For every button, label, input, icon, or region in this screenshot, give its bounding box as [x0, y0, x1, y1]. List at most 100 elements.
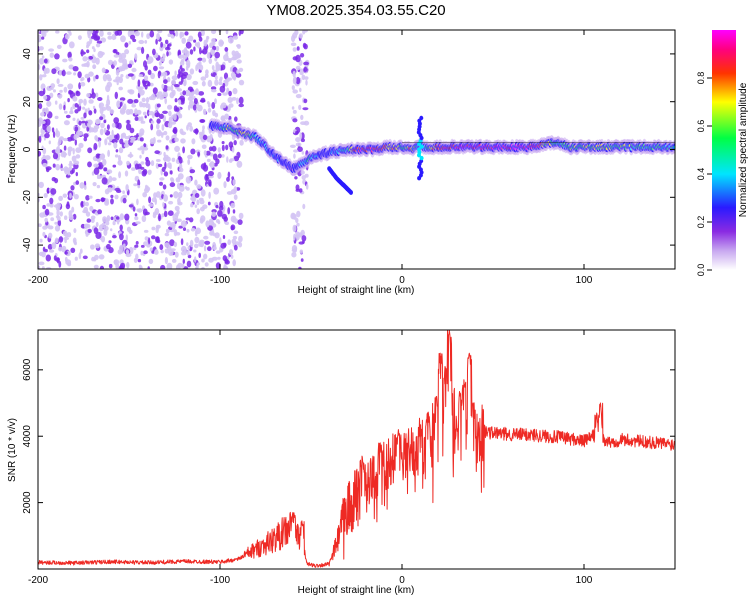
- noise-speckle: [91, 171, 95, 176]
- noise-speckle: [233, 155, 240, 162]
- noise-speckle: [178, 71, 184, 78]
- noise-speckle: [43, 58, 48, 64]
- noise-speckle: [186, 249, 190, 256]
- noise-speckle: [86, 93, 91, 98]
- noise-speckle: [111, 33, 116, 41]
- noise-speckle: [232, 235, 238, 240]
- noise-speckle: [136, 208, 140, 212]
- noise-speckle: [184, 89, 191, 97]
- noise-speckle: [208, 220, 214, 226]
- noise-speckle: [238, 235, 243, 243]
- noise-speckle: [184, 186, 188, 190]
- noise-speckle: [221, 154, 225, 158]
- noise-speckle: [294, 176, 298, 180]
- noise-speckle: [75, 130, 80, 138]
- noise-speckle: [149, 247, 154, 252]
- noise-speckle: [163, 151, 166, 157]
- noise-speckle: [292, 70, 296, 78]
- tail-blob: [349, 190, 353, 195]
- noise-speckle: [88, 55, 94, 60]
- noise-speckle: [63, 145, 67, 151]
- noise-speckle: [131, 104, 136, 108]
- noise-speckle: [42, 162, 48, 168]
- noise-speckle: [86, 44, 89, 49]
- noise-speckle: [102, 74, 108, 82]
- noise-speckle: [128, 108, 134, 115]
- noise-speckle: [131, 167, 136, 171]
- noise-speckle: [171, 75, 178, 81]
- noise-speckle: [300, 170, 305, 175]
- noise-speckle: [201, 258, 205, 263]
- noise-speckle: [210, 49, 214, 55]
- noise-speckle: [58, 70, 63, 76]
- noise-speckle: [200, 206, 205, 212]
- noise-speckle: [194, 256, 197, 263]
- noise-speckle: [67, 83, 74, 90]
- noise-speckle: [169, 182, 176, 188]
- noise-speckle: [78, 120, 82, 126]
- noise-speckle: [99, 30, 104, 37]
- noise-speckle: [40, 112, 45, 117]
- noise-speckle: [230, 189, 237, 195]
- noise-speckle: [118, 86, 123, 91]
- noise-speckle: [165, 39, 169, 45]
- noise-speckle: [44, 132, 50, 139]
- noise-speckle: [72, 213, 77, 220]
- noise-speckle: [44, 217, 48, 223]
- noise-speckle: [99, 107, 104, 115]
- noise-speckle: [196, 184, 202, 189]
- noise-speckle: [164, 97, 167, 105]
- noise-speckle: [38, 58, 45, 65]
- noise-speckle: [58, 195, 63, 201]
- noise-speckle: [291, 106, 295, 110]
- noise-speckle: [167, 121, 173, 129]
- noise-speckle: [83, 200, 86, 207]
- noise-speckle: [77, 35, 82, 40]
- noise-speckle: [201, 80, 206, 87]
- noise-speckle: [195, 64, 198, 72]
- noise-speckle: [186, 73, 192, 81]
- noise-speckle: [75, 147, 82, 154]
- noise-speckle: [97, 162, 104, 170]
- noise-speckle: [69, 110, 74, 115]
- noise-speckle: [200, 163, 207, 170]
- noise-speckle: [62, 152, 68, 156]
- noise-speckle: [74, 103, 79, 108]
- noise-speckle: [88, 99, 94, 104]
- noise-speckle: [149, 138, 155, 145]
- noise-speckle: [54, 225, 61, 232]
- noise-speckle: [156, 123, 160, 130]
- noise-speckle: [91, 46, 95, 50]
- y-tick-label: -20: [22, 190, 33, 205]
- noise-speckle: [62, 58, 68, 63]
- noise-speckle: [201, 57, 207, 63]
- noise-speckle: [163, 171, 169, 177]
- noise-speckle: [206, 158, 211, 163]
- noise-speckle: [43, 88, 46, 95]
- noise-speckle: [140, 265, 143, 269]
- noise-speckle: [199, 47, 202, 55]
- noise-speckle: [54, 53, 60, 60]
- noise-speckle: [142, 147, 149, 151]
- noise-speckle: [96, 40, 103, 44]
- noise-speckle: [51, 127, 55, 133]
- noise-speckle: [49, 52, 54, 58]
- noise-speckle: [186, 242, 189, 247]
- noise-speckle: [215, 64, 221, 71]
- noise-speckle: [138, 39, 145, 45]
- noise-speckle: [128, 40, 132, 45]
- noise-speckle: [106, 98, 111, 107]
- noise-speckle: [87, 32, 91, 39]
- noise-speckle: [98, 140, 101, 148]
- noise-speckle: [156, 239, 161, 244]
- noise-speckle: [106, 169, 113, 174]
- noise-speckle: [79, 182, 85, 189]
- colorbar-tick-label: 0.0: [696, 264, 706, 277]
- noise-speckle: [180, 97, 185, 103]
- noise-speckle: [232, 259, 236, 267]
- noise-speckle: [128, 229, 133, 234]
- noise-speckle: [73, 239, 77, 245]
- noise-speckle: [124, 42, 129, 48]
- noise-speckle: [224, 113, 230, 120]
